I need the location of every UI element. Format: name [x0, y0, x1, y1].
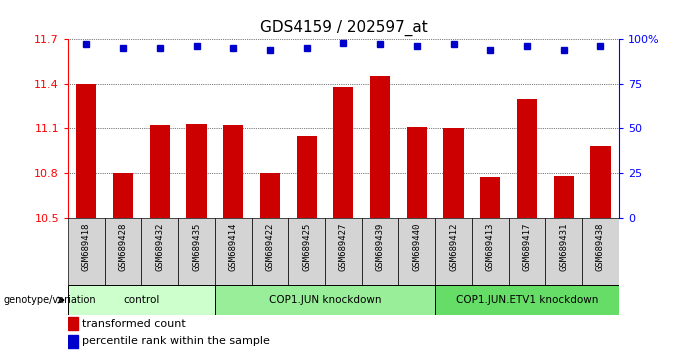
- Bar: [325, 218, 362, 285]
- Bar: [105, 218, 141, 285]
- Text: GSM689439: GSM689439: [375, 222, 385, 271]
- Bar: [68, 335, 78, 348]
- Bar: [288, 218, 325, 285]
- Text: COP1.JUN.ETV1 knockdown: COP1.JUN.ETV1 knockdown: [456, 295, 598, 305]
- Bar: [545, 218, 582, 285]
- Bar: [435, 218, 472, 285]
- Bar: [472, 218, 509, 285]
- Bar: [590, 146, 611, 218]
- Bar: [141, 218, 178, 285]
- Text: GSM689431: GSM689431: [559, 222, 568, 271]
- Text: GSM689427: GSM689427: [339, 222, 348, 271]
- Bar: [435, 285, 619, 315]
- Bar: [68, 317, 78, 330]
- Bar: [215, 285, 435, 315]
- Bar: [296, 136, 317, 218]
- Text: GSM689412: GSM689412: [449, 222, 458, 271]
- Text: COP1.JUN knockdown: COP1.JUN knockdown: [269, 295, 381, 305]
- Text: percentile rank within the sample: percentile rank within the sample: [82, 336, 270, 346]
- Text: GSM689425: GSM689425: [302, 222, 311, 271]
- Bar: [443, 129, 464, 218]
- Bar: [252, 218, 288, 285]
- Bar: [178, 218, 215, 285]
- Text: GSM689435: GSM689435: [192, 222, 201, 271]
- Bar: [223, 125, 243, 218]
- Bar: [398, 218, 435, 285]
- Text: GSM689422: GSM689422: [265, 222, 275, 271]
- Bar: [76, 84, 97, 218]
- Text: GSM689414: GSM689414: [228, 222, 238, 271]
- Bar: [517, 98, 537, 218]
- Text: GSM689440: GSM689440: [412, 222, 422, 271]
- Bar: [215, 218, 252, 285]
- Text: GSM689432: GSM689432: [155, 222, 165, 271]
- Bar: [113, 173, 133, 218]
- Bar: [370, 76, 390, 218]
- Text: control: control: [123, 295, 160, 305]
- Text: GSM689428: GSM689428: [118, 222, 128, 271]
- Bar: [333, 87, 354, 218]
- Bar: [68, 218, 105, 285]
- Bar: [554, 176, 574, 218]
- Bar: [260, 173, 280, 218]
- Text: transformed count: transformed count: [82, 319, 186, 329]
- Text: GSM689418: GSM689418: [82, 222, 91, 271]
- Text: genotype/variation: genotype/variation: [3, 295, 96, 305]
- Bar: [186, 124, 207, 218]
- Text: GSM689413: GSM689413: [486, 222, 495, 271]
- Bar: [68, 285, 215, 315]
- Bar: [150, 125, 170, 218]
- Bar: [480, 177, 500, 218]
- Bar: [509, 218, 545, 285]
- Bar: [362, 218, 398, 285]
- Bar: [407, 127, 427, 218]
- Text: GSM689438: GSM689438: [596, 222, 605, 271]
- Bar: [582, 218, 619, 285]
- Title: GDS4159 / 202597_at: GDS4159 / 202597_at: [260, 20, 427, 36]
- Text: GSM689417: GSM689417: [522, 222, 532, 271]
